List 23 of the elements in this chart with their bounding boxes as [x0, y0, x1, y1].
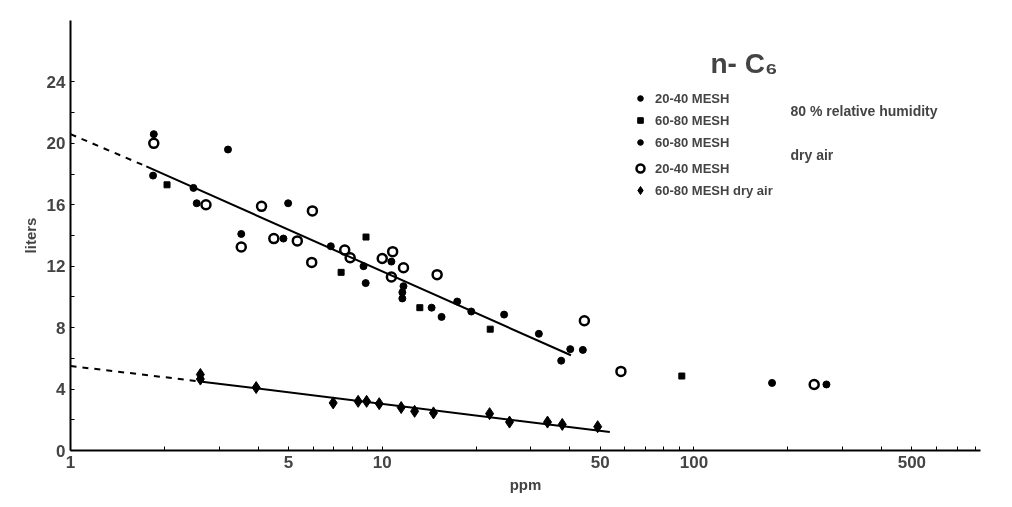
y-tick-label: 16	[46, 195, 66, 215]
y-tick-label: 20	[46, 134, 66, 154]
x-tick-label: 1	[65, 452, 76, 472]
x-tick-label: 500	[897, 452, 927, 472]
y-tick-label: 4	[56, 380, 67, 400]
legend-label: 60-80 MESH	[655, 133, 730, 152]
legend-label: 60-80 MESH	[655, 111, 730, 130]
legend-label: 20-40 MESH	[655, 89, 730, 108]
y-tick-label: 0	[56, 441, 66, 461]
x-tick-label: 10	[372, 452, 392, 472]
x-axis-title: ppm	[509, 475, 542, 493]
x-tick-label: 50	[590, 452, 610, 472]
y-tick-label: 8	[56, 318, 66, 338]
legend-label: 20-40 MESH	[655, 159, 730, 178]
legend-label: 60-80 MESH dry air	[655, 181, 773, 200]
annotation: 80 % relative humidity	[790, 102, 938, 119]
y-tick-label: 24	[46, 72, 67, 92]
text: n- C₆	[710, 47, 778, 79]
y-axis-title: liters	[21, 217, 39, 254]
x-tick-label: 100	[679, 452, 709, 472]
annotation: dry air	[790, 146, 834, 163]
x-tick-label: 5	[283, 452, 294, 472]
y-tick-label: 12	[46, 257, 66, 277]
